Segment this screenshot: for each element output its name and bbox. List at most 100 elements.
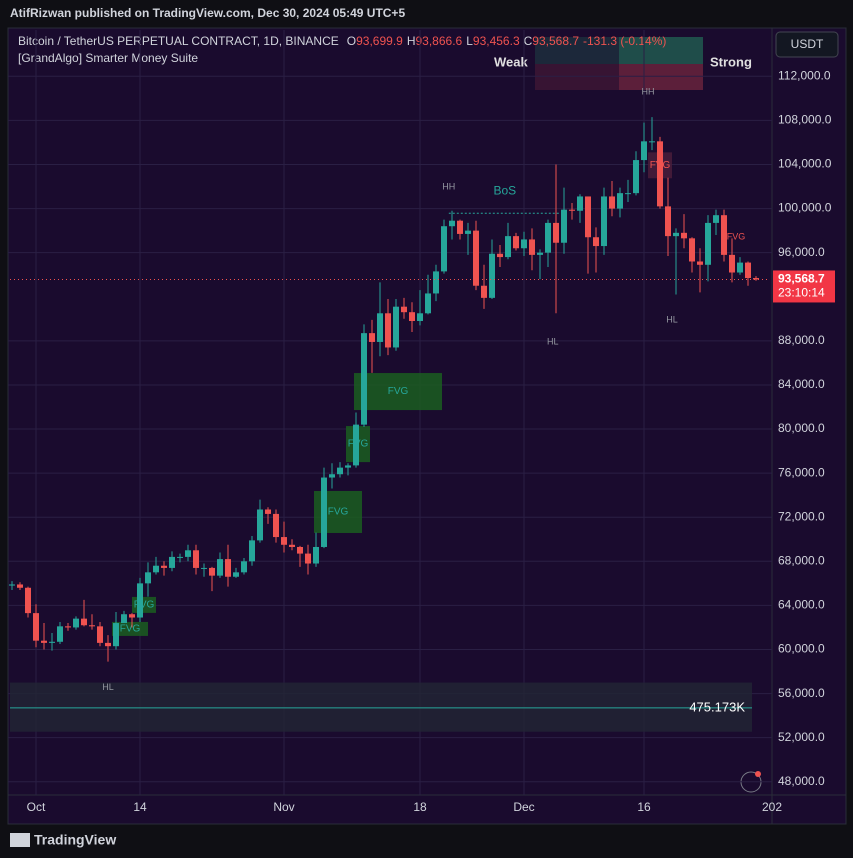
weak-fade bbox=[535, 37, 619, 90]
strength-meter bbox=[535, 37, 703, 90]
candle-body bbox=[217, 559, 223, 576]
volume-band bbox=[10, 682, 752, 732]
candle-body bbox=[361, 333, 367, 425]
last-price-tag bbox=[773, 270, 835, 303]
candle-body bbox=[305, 553, 311, 564]
candle-body bbox=[105, 642, 111, 647]
candle-body bbox=[89, 625, 95, 627]
candle-body bbox=[593, 237, 599, 247]
candle-body bbox=[681, 232, 687, 239]
y-tick-label: 76,000.0 bbox=[778, 465, 825, 479]
y-tick-label: 108,000.0 bbox=[778, 113, 832, 127]
structure-label: HL bbox=[102, 682, 114, 692]
candle-body bbox=[441, 226, 447, 272]
fvg-zone bbox=[354, 373, 442, 411]
candle-body bbox=[9, 584, 15, 586]
weak-label: Weak bbox=[494, 54, 528, 69]
candle-body bbox=[425, 293, 431, 314]
currency[interactable]: USDT bbox=[791, 37, 824, 51]
candle-body bbox=[561, 209, 567, 243]
y-tick-label: 112,000.0 bbox=[778, 68, 831, 82]
candle-body bbox=[249, 540, 255, 562]
candle-body bbox=[417, 313, 423, 322]
candle-body bbox=[729, 254, 735, 273]
candle-body bbox=[257, 509, 263, 541]
structure-label: FVG bbox=[727, 232, 746, 242]
x-tick-label: Dec bbox=[513, 800, 534, 814]
candle-body bbox=[601, 196, 607, 247]
countdown: 23:10:14 bbox=[778, 286, 825, 300]
candle-body bbox=[497, 253, 503, 258]
candle-body bbox=[585, 196, 591, 238]
candle-body bbox=[273, 513, 279, 538]
candle-body bbox=[233, 572, 239, 577]
candle-body bbox=[177, 556, 183, 558]
candle-body bbox=[289, 544, 295, 547]
y-tick-label: 88,000.0 bbox=[778, 333, 825, 347]
candle-body bbox=[713, 215, 719, 223]
candle-body bbox=[553, 222, 559, 243]
candle-body bbox=[705, 222, 711, 265]
candle-body bbox=[185, 550, 191, 557]
ohlc-key: L bbox=[466, 34, 473, 48]
currency-button[interactable] bbox=[775, 31, 839, 58]
candle-body bbox=[409, 312, 415, 322]
candle-body bbox=[57, 626, 63, 642]
x-tick-label: Oct bbox=[27, 800, 46, 814]
logo bbox=[10, 833, 30, 847]
candle-body bbox=[465, 230, 471, 234]
y-tick-label: 52,000.0 bbox=[778, 730, 825, 744]
y-tick-label: 60,000.0 bbox=[778, 642, 825, 656]
candle-body bbox=[721, 215, 727, 255]
y-tick-label: 48,000.0 bbox=[778, 774, 825, 788]
alert-dot bbox=[755, 771, 761, 777]
candle-body bbox=[745, 262, 751, 279]
candle-body bbox=[673, 232, 679, 237]
candle-body bbox=[625, 193, 631, 195]
candle-body bbox=[521, 239, 527, 249]
candle-body bbox=[753, 278, 759, 280]
fvg-label: FVG bbox=[328, 507, 349, 518]
y-tick-label: 64,000.0 bbox=[778, 598, 825, 612]
candle-body bbox=[369, 333, 375, 342]
candle-body bbox=[649, 141, 655, 143]
candle-body bbox=[169, 556, 175, 568]
candle-body bbox=[505, 236, 511, 258]
fvg-label: FVG bbox=[134, 600, 155, 611]
structure-label: HH bbox=[442, 182, 455, 192]
y-tick-label: 72,000.0 bbox=[778, 509, 825, 523]
candle-body bbox=[329, 474, 335, 478]
candle-body bbox=[33, 613, 39, 641]
candle-body bbox=[377, 313, 383, 342]
candle-body bbox=[129, 614, 135, 618]
fvg-label: FVG bbox=[388, 386, 409, 397]
candle-body bbox=[73, 618, 79, 628]
candle-body bbox=[385, 313, 391, 348]
candle-body bbox=[281, 537, 287, 545]
band-label: 475.173K bbox=[689, 699, 745, 714]
candle-body bbox=[41, 640, 47, 643]
candle-body bbox=[153, 565, 159, 573]
ohlc-key: H bbox=[407, 34, 416, 48]
candle-body bbox=[161, 565, 167, 568]
structure-label: BoS bbox=[493, 183, 516, 197]
y-tick-label: 80,000.0 bbox=[778, 421, 825, 435]
publisher: AtifRizwan published on TradingView.com,… bbox=[10, 6, 405, 20]
candle-body bbox=[25, 587, 31, 614]
candle-body bbox=[641, 141, 647, 161]
candle-body bbox=[193, 550, 199, 568]
candle-body bbox=[457, 220, 463, 234]
structure-label: HL bbox=[666, 315, 678, 325]
y-tick-label: 100,000.0 bbox=[778, 201, 832, 215]
candle-body bbox=[225, 559, 231, 577]
candle-body bbox=[537, 252, 543, 255]
x-tick-label: 202 bbox=[762, 800, 782, 814]
candle-body bbox=[617, 193, 623, 209]
x-tick-label: 14 bbox=[133, 800, 147, 814]
candle-body bbox=[481, 285, 487, 298]
indicator-name: [GrandAlgo] Smarter Money Suite bbox=[18, 51, 198, 65]
candle-body bbox=[17, 584, 23, 588]
ohlc-value: 93,866.6 bbox=[416, 34, 463, 48]
